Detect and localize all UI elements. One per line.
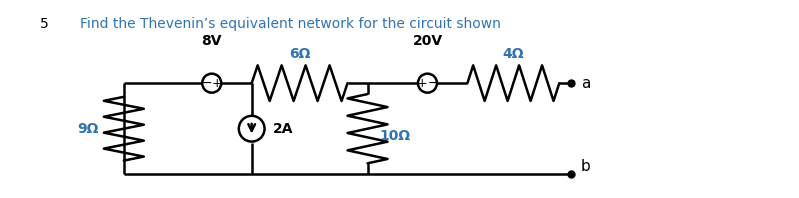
Text: 6Ω: 6Ω <box>289 47 310 61</box>
Text: 5: 5 <box>40 17 49 31</box>
Text: +: + <box>212 77 222 90</box>
Text: 8V: 8V <box>201 34 222 48</box>
Text: 9Ω: 9Ω <box>77 122 98 136</box>
Text: 4Ω: 4Ω <box>503 47 524 61</box>
Text: 20V: 20V <box>412 34 443 48</box>
Text: Find the Thevenin’s equivalent network for the circuit shown: Find the Thevenin’s equivalent network f… <box>80 17 501 31</box>
Text: a: a <box>581 76 590 91</box>
Text: 10Ω: 10Ω <box>380 129 411 143</box>
Text: −: − <box>201 77 212 90</box>
Text: 2A: 2A <box>272 122 293 136</box>
Text: b: b <box>581 159 590 174</box>
Text: +: + <box>417 77 427 90</box>
Text: −: − <box>427 77 438 90</box>
